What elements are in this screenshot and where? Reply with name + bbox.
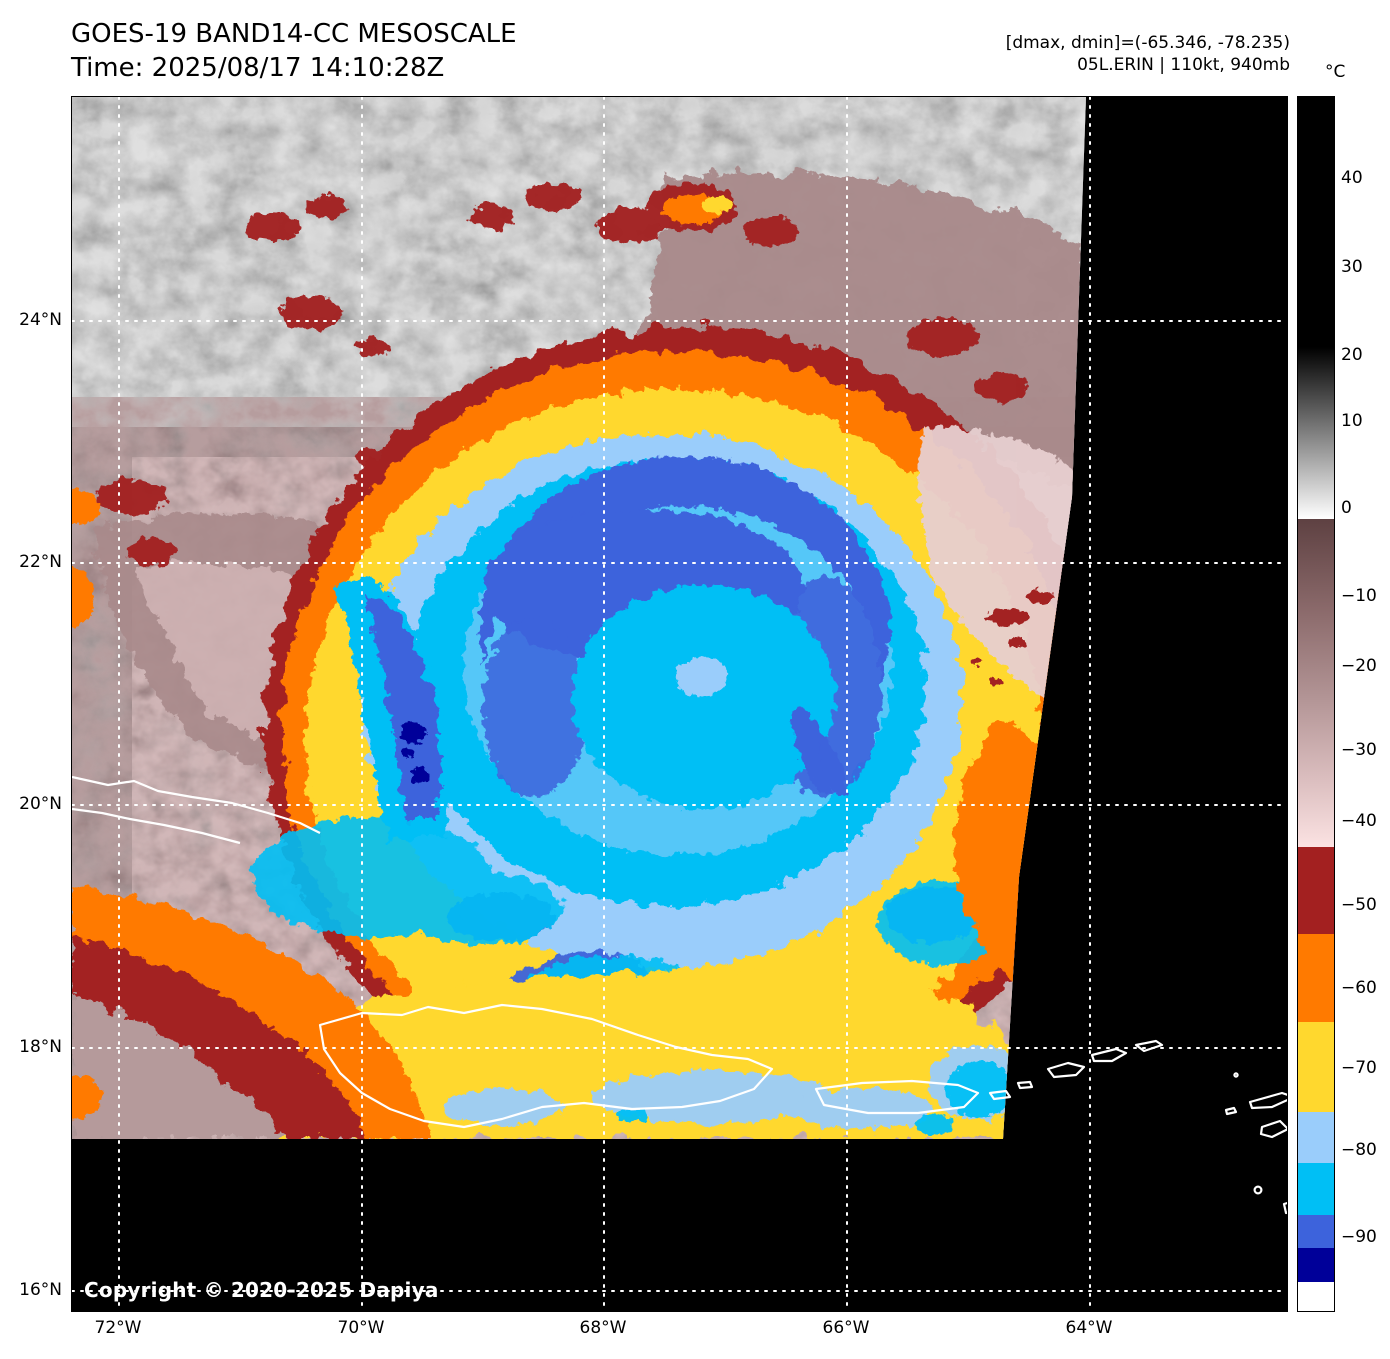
lon-tick-72w: 72°W xyxy=(94,1318,142,1338)
cbar-tick-m70: −70 xyxy=(1341,1058,1377,1078)
satellite-swath xyxy=(72,97,1086,1139)
title-block: GOES-19 BAND14-CC MESOSCALE Time: 2025/0… xyxy=(71,18,517,86)
product-title: GOES-19 BAND14-CC MESOSCALE xyxy=(71,19,517,49)
cbar-band-royalblue xyxy=(1298,1215,1334,1248)
cbar-band-navy xyxy=(1298,1248,1334,1282)
metadata-block: [dmax, dmin]=(-65.346, -78.235) 05L.ERIN… xyxy=(1006,32,1290,77)
coastlines xyxy=(72,775,1287,1215)
cbar-band-darkred xyxy=(1298,847,1334,934)
time-label: Time: 2025/08/17 14:10:28Z xyxy=(71,52,445,83)
cbar-band-cyan xyxy=(1298,1163,1334,1215)
cbar-band-gray xyxy=(1298,347,1334,519)
cbar-tick-10: 10 xyxy=(1341,411,1363,431)
storm-info-label: 05L.ERIN | 110kt, 940mb xyxy=(1077,55,1290,76)
dmax-dmin-label: [dmax, dmin]=(-65.346, -78.235) xyxy=(1005,33,1290,53)
cbar-band-black xyxy=(1298,97,1334,347)
cbar-band-lightblue xyxy=(1298,1112,1334,1163)
cbar-tick-m80: −80 xyxy=(1341,1140,1377,1160)
cbar-band-yellow xyxy=(1298,1022,1334,1112)
cbar-band-brown xyxy=(1298,519,1334,847)
cbar-tick-m30: −30 xyxy=(1341,740,1377,760)
lon-tick-68w: 68°W xyxy=(579,1318,627,1338)
cbar-tick-m20: −20 xyxy=(1341,656,1377,676)
cbar-tick-30: 30 xyxy=(1341,257,1363,277)
lat-tick-24n: 24°N xyxy=(19,310,62,330)
cbar-tick-m10: −10 xyxy=(1341,586,1377,606)
satellite-image-plot[interactable] xyxy=(71,96,1288,1312)
cbar-tick-20: 20 xyxy=(1341,345,1363,365)
lat-tick-22n: 22°N xyxy=(19,552,62,572)
lat-tick-18n: 18°N xyxy=(19,1037,62,1057)
lon-tick-66w: 66°W xyxy=(822,1318,870,1338)
lat-tick-16n: 16°N xyxy=(19,1280,62,1300)
cbar-tick-0: 0 xyxy=(1341,498,1352,518)
temperature-colorbar[interactable] xyxy=(1297,96,1335,1312)
cbar-band-orange xyxy=(1298,934,1334,1022)
lon-tick-70w: 70°W xyxy=(337,1318,385,1338)
cbar-tick-m50: −50 xyxy=(1341,895,1377,915)
cbar-tick-m60: −60 xyxy=(1341,978,1377,998)
cbar-tick-40: 40 xyxy=(1341,168,1363,188)
copyright-label: Copyright © 2020-2025 Dapiya xyxy=(84,1278,439,1302)
cbar-tick-m40: −40 xyxy=(1341,811,1377,831)
cbar-band-white xyxy=(1298,1282,1334,1311)
lon-tick-64w: 64°W xyxy=(1065,1318,1113,1338)
cbar-tick-m90: −90 xyxy=(1341,1227,1377,1247)
colorbar-unit-label: °C xyxy=(1325,62,1346,82)
lat-tick-20n: 20°N xyxy=(19,794,62,814)
